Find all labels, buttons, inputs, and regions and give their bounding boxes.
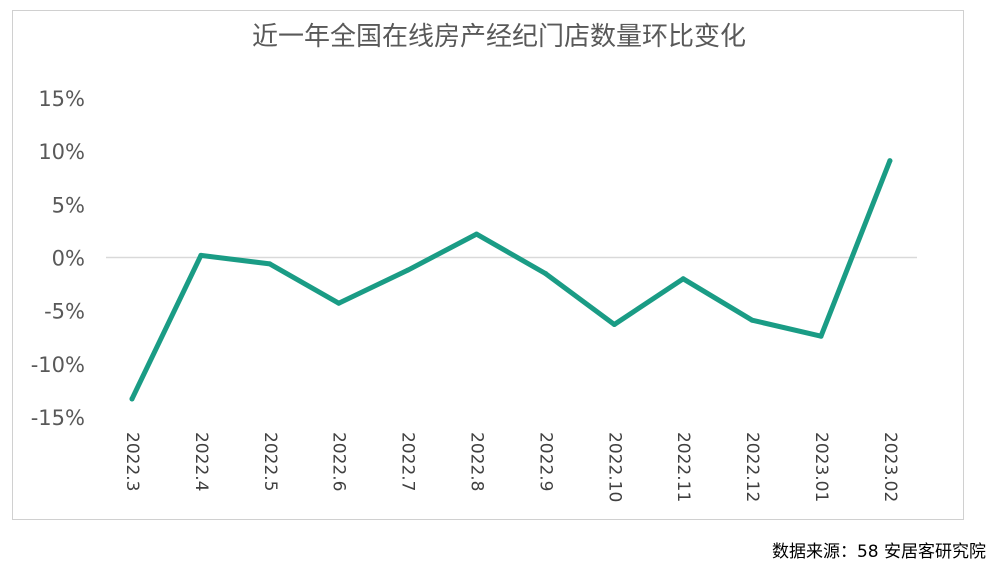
y-tick-label: 10% [38,140,85,164]
data-point [198,252,204,258]
data-point [887,158,893,164]
x-tick-label: 2022.12 [742,432,762,502]
x-tick-label: 2022.9 [535,432,555,491]
x-tick-label: 2022.7 [398,432,418,491]
y-tick-label: 5% [52,193,85,217]
x-tick-label: 2023.02 [880,432,900,502]
data-point [680,276,686,282]
data-point [542,270,548,276]
chart-title: 近一年全国在线房产经纪门店数量环比变化 [251,22,746,52]
data-point [474,231,479,237]
data-point [129,396,135,402]
x-tick-label: 2022.3 [122,432,142,491]
x-tick-label: 2022.11 [673,432,693,502]
data-point [818,333,824,339]
x-tick-label: 2022.8 [467,432,487,491]
x-tick-label: 2022.10 [604,432,624,502]
data-point [267,261,273,267]
y-tick-label: -10% [31,353,85,377]
chart-frame [12,10,964,520]
data-point [611,321,617,327]
data-point [336,300,342,306]
series-line [129,158,893,402]
x-tick-label: 2023.01 [811,432,831,502]
x-tick-label: 2022.6 [329,432,349,491]
y-tick-label: 15% [38,87,85,111]
data-point [405,267,411,273]
data-point [749,317,755,323]
x-tick-label: 2022.4 [191,432,211,491]
source-note: 数据来源：58 安居客研究院 [771,542,986,562]
x-tick-label: 2022.5 [260,432,280,491]
y-tick-label: -15% [31,406,85,430]
y-tick-label: -5% [44,300,85,324]
y-tick-label: 0% [52,247,85,271]
